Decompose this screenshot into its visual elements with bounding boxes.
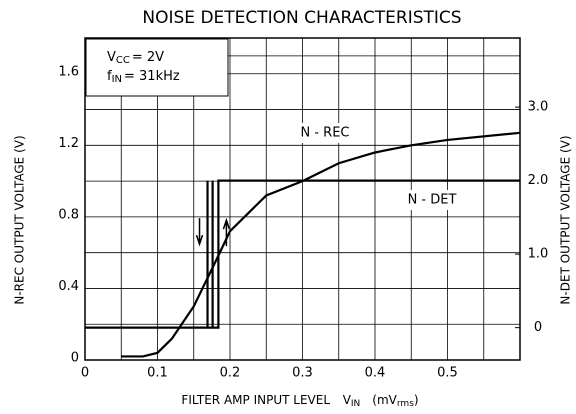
y2-tick-label: 1.0 (528, 247, 549, 262)
series-label-bg (399, 190, 465, 210)
x-tick-label: 0 (81, 366, 89, 381)
x-label-part: rms (397, 399, 414, 409)
x-label-part: ) (414, 393, 419, 407)
y2-axis-label: N-DET OUTPUT VOLTAGE (V) (559, 135, 573, 304)
x-label-part: IN (351, 399, 360, 409)
x-label-part: (mV (372, 393, 397, 407)
y-tick-label: 1.6 (58, 64, 79, 79)
x-axis-label: FILTER AMP INPUT LEVEL VIN (mVrms) (181, 393, 418, 409)
y-tick-label: 0.4 (58, 279, 79, 294)
arrow (222, 217, 231, 247)
condition-part: IN (112, 74, 122, 85)
series-line (121, 131, 521, 358)
condition-part: f (107, 69, 112, 84)
y-tick-label: 1.2 (58, 136, 79, 151)
series-line (85, 179, 520, 329)
y2-tick-label: 0 (534, 320, 542, 335)
x-tick-label: 0.2 (220, 366, 241, 381)
x-tick-label: 0.4 (365, 366, 386, 381)
series-label: N - DET (408, 193, 457, 208)
plot-frame (84, 37, 521, 361)
x-tick-label: 0.5 (437, 366, 458, 381)
x-label-part: FILTER AMP INPUT LEVEL (181, 393, 330, 407)
y-tick-label: 0 (71, 351, 79, 366)
series-label: N - REC (300, 126, 349, 141)
condition-box (85, 38, 229, 97)
condition: fIN = 31kHz (107, 69, 180, 86)
y-axis-label: N-REC OUTPUT VOLTAGE (V) (13, 135, 27, 304)
x-tick-label: 0.1 (147, 366, 168, 381)
condition-part: = 2V (132, 50, 164, 65)
condition-part: V (107, 50, 116, 65)
y2-tick-label: 3.0 (528, 100, 549, 115)
condition-part: = 31kHz (124, 69, 180, 84)
condition-part: CC (116, 55, 130, 66)
condition: VCC = 2V (107, 50, 164, 67)
arrow (195, 218, 204, 247)
series-label-bg (294, 123, 356, 143)
chart-title: NOISE DETECTION CHARACTERISTICS (142, 8, 461, 28)
y-tick-label: 0.8 (58, 207, 79, 222)
y2-tick-label: 2.0 (528, 173, 549, 188)
x-tick-label: 0.3 (292, 366, 313, 381)
x-label-part: V (343, 393, 352, 407)
